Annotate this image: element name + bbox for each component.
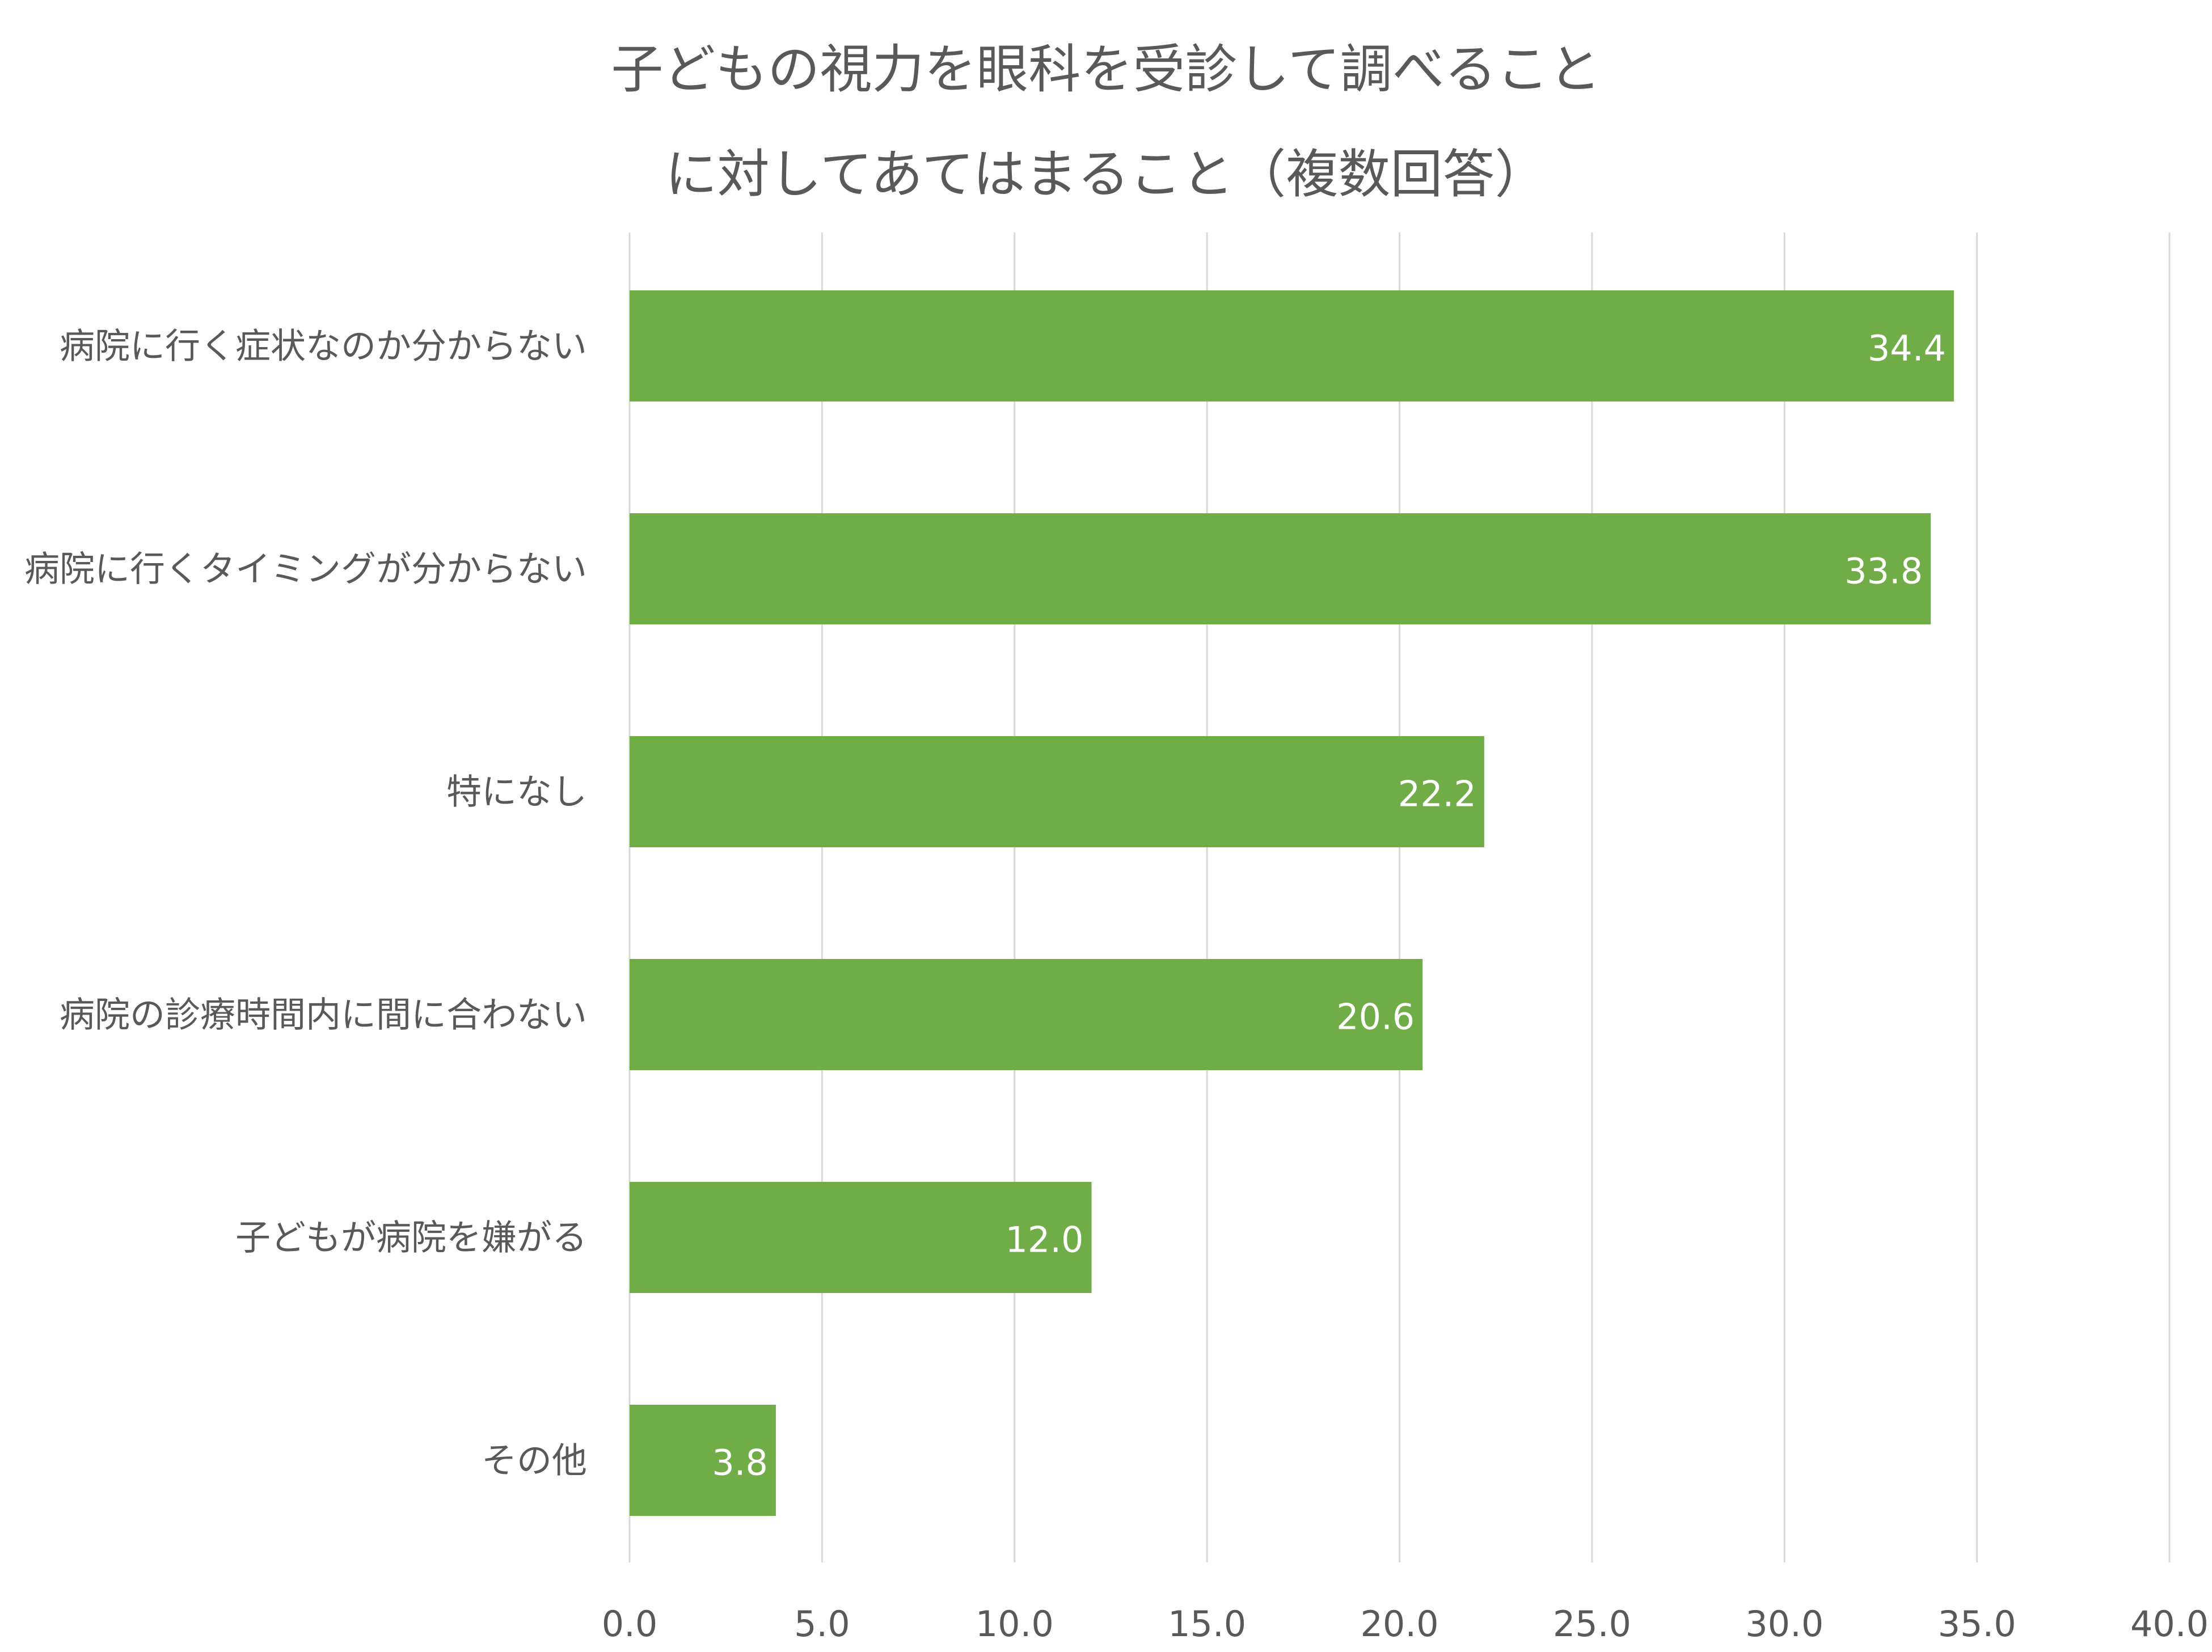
- bar: [630, 290, 1954, 402]
- chart-title: 子どもの視力を眼科を受診して調べること に対してあてはまること（複数回答）: [0, 17, 2212, 227]
- bar: [630, 1405, 776, 1516]
- bar: [630, 736, 1484, 847]
- x-tick-label: 20.0: [1360, 1603, 1438, 1645]
- x-tick-label: 35.0: [1938, 1603, 2016, 1645]
- data-label: 34.4: [1868, 328, 1946, 369]
- data-label: 33.8: [1844, 551, 1923, 592]
- x-tick-label: 0.0: [602, 1603, 658, 1645]
- data-label: 22.2: [1398, 774, 1476, 815]
- chart-title-line-2: に対してあてはまること（複数回答）: [665, 144, 1547, 205]
- x-tick-label: 15.0: [1168, 1603, 1246, 1645]
- data-label: 12.0: [1005, 1219, 1083, 1261]
- category-label: 子どもが病院を嫌がる: [235, 1217, 587, 1258]
- bar: [630, 1182, 1092, 1293]
- category-label: 病院に行くタイミングが分からない: [24, 548, 587, 590]
- category-label: その他: [482, 1440, 587, 1481]
- x-tick-label: 25.0: [1553, 1603, 1631, 1645]
- category-label: 特になし: [446, 771, 587, 813]
- bar: [630, 959, 1423, 1070]
- bar: [630, 513, 1931, 624]
- x-tick-label: 40.0: [2130, 1603, 2209, 1645]
- x-tick-label: 5.0: [794, 1603, 850, 1645]
- chart-title-line-1: 子どもの視力を眼科を受診して調べること: [611, 39, 1601, 100]
- category-label: 病院の診療時間内に間に合わない: [60, 994, 587, 1036]
- category-label: 病院に行く症状なのか分からない: [60, 326, 587, 367]
- x-tick-label: 30.0: [1745, 1603, 1823, 1645]
- data-label: 3.8: [712, 1442, 768, 1484]
- x-tick-label: 10.0: [976, 1603, 1054, 1645]
- data-label: 20.6: [1336, 996, 1415, 1038]
